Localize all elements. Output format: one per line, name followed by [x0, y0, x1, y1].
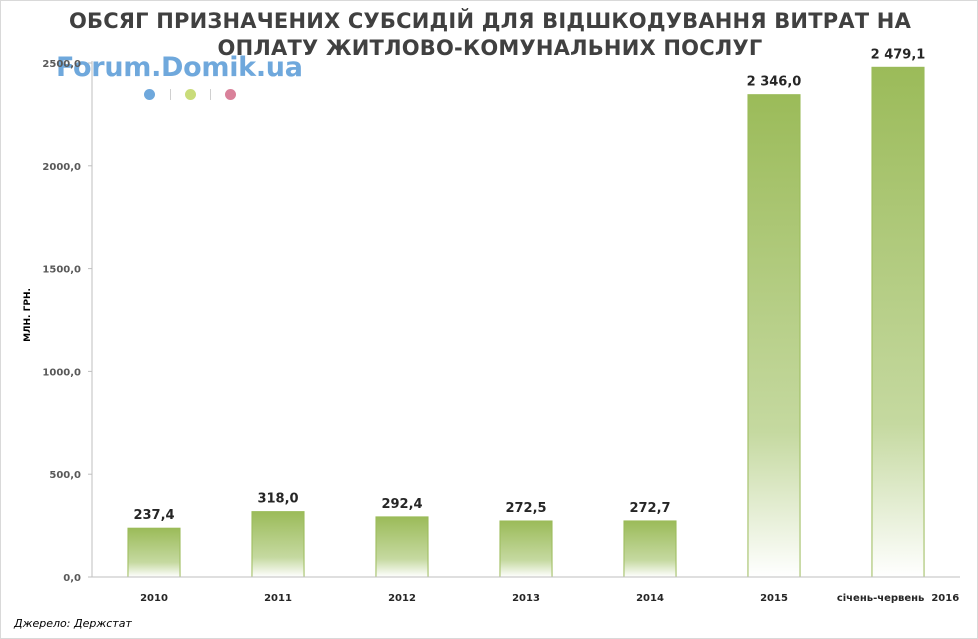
source-note: Джерело: Держстат: [14, 617, 132, 630]
x-tick-label: 2014: [636, 593, 664, 604]
bar: [375, 516, 429, 578]
y-tick-label: 2500,0: [42, 59, 81, 70]
chart-title: ОБСЯГ ПРИЗНАЧЕНИХ СУБСИДІЙ ДЛЯ ВІДШКОДУВ…: [40, 8, 940, 62]
logo-dot-pink: [225, 89, 236, 100]
x-tick-label: 2015: [760, 593, 788, 604]
y-tick-label: 500,0: [49, 470, 81, 481]
bar: [871, 66, 925, 578]
data-label: 318,0: [257, 492, 298, 507]
bar: [623, 520, 677, 578]
data-label: 272,7: [629, 501, 670, 516]
logo-separator: [210, 89, 211, 100]
x-tick-label: 2010: [140, 593, 168, 604]
x-tick-label: січень-червень 2016: [837, 593, 959, 604]
bar: [127, 527, 181, 578]
y-tick-label: 0,0: [63, 573, 81, 584]
watermark-logo: Forum.Domik.ua: [56, 52, 303, 83]
data-label: 292,4: [381, 497, 422, 512]
bar: [251, 511, 305, 578]
x-tick-label: 2013: [512, 593, 540, 604]
bar: [747, 94, 801, 578]
y-tick-label: 1000,0: [42, 367, 81, 378]
x-tick-label: 2012: [388, 593, 416, 604]
y-tick-label: 1500,0: [42, 265, 81, 276]
logo-dots: [144, 89, 244, 101]
bar: [499, 520, 553, 578]
chart-title-line-1: ОБСЯГ ПРИЗНАЧЕНИХ СУБСИДІЙ ДЛЯ ВІДШКОДУВ…: [68, 9, 912, 33]
y-tick-label: 2000,0: [42, 162, 81, 173]
data-label: 237,4: [133, 508, 174, 523]
x-tick-label: 2011: [264, 593, 292, 604]
chart-title-line-2: ОПЛАТУ ЖИТЛОВО-КОМУНАЛЬНИХ ПОСЛУГ: [217, 36, 763, 60]
logo-separator: [170, 89, 171, 100]
logo-dot-green: [185, 89, 196, 100]
data-label: 272,5: [505, 501, 546, 516]
data-label: 2 346,0: [747, 75, 802, 90]
logo-dot-blue: [144, 89, 155, 100]
data-label: 2 479,1: [871, 47, 926, 62]
